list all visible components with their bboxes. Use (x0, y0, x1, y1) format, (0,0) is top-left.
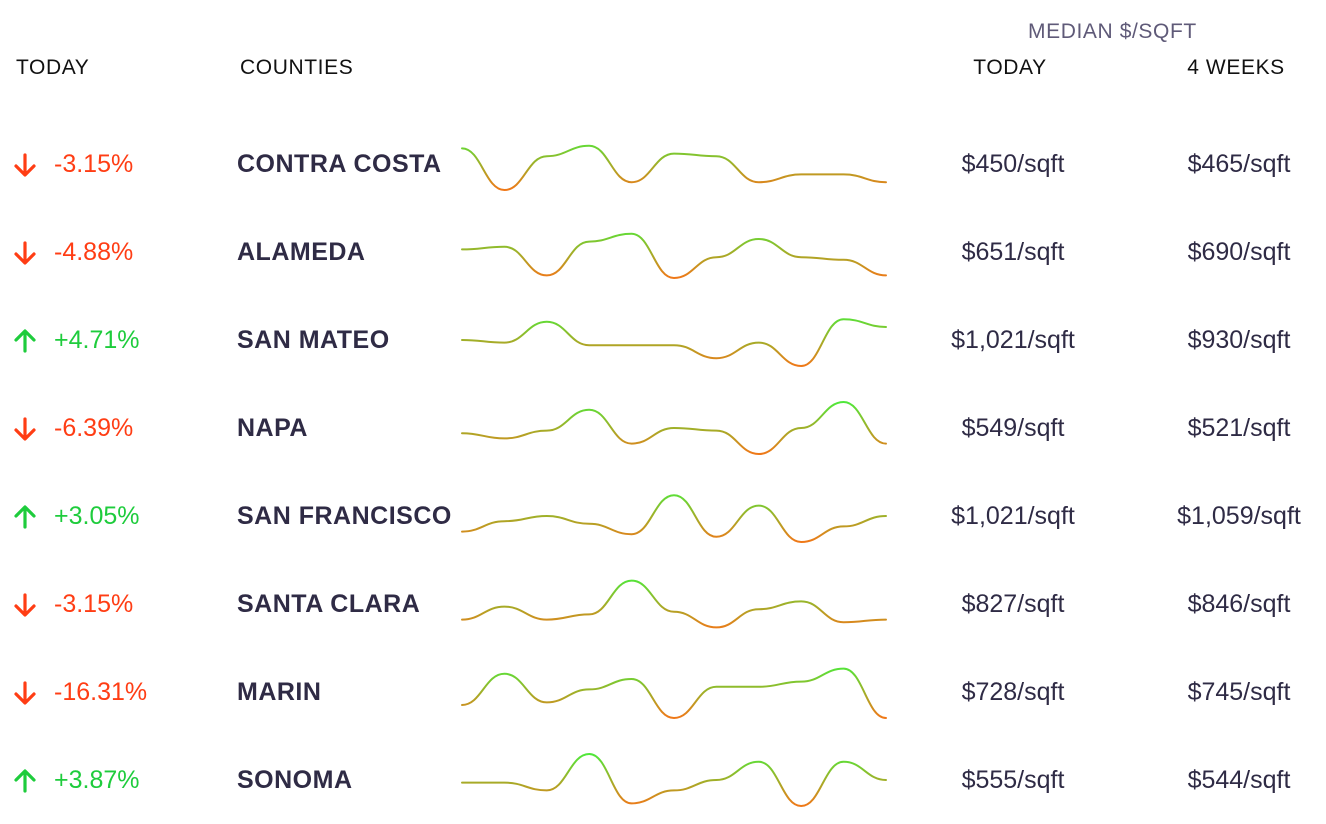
change-percent: -4.88% (54, 238, 134, 266)
price-4weeks: $544/sqft (1187, 766, 1291, 794)
arrow-down-icon (14, 417, 36, 441)
county-name[interactable]: NAPA (237, 414, 308, 442)
change-percent: -3.15% (54, 150, 134, 178)
county-name[interactable]: ALAMEDA (237, 238, 366, 266)
county-name[interactable]: SAN MATEO (237, 326, 390, 354)
arrow-up-icon (14, 505, 36, 529)
price-today: $555/sqft (961, 766, 1065, 794)
county-row[interactable]: -3.15% SANTA CLARA $827/sqft $846/sqft (0, 560, 1326, 648)
change-percent: -16.31% (54, 678, 148, 706)
price-sparkline (461, 579, 887, 629)
column-group-header: MEDIAN $/SQFT (1028, 20, 1197, 43)
price-sparkline (461, 400, 887, 456)
price-4weeks: $745/sqft (1187, 678, 1291, 706)
column-header-counties: COUNTIES (240, 56, 354, 79)
county-row[interactable]: -16.31% MARIN $728/sqft $745/sqft (0, 648, 1326, 736)
column-header-today-change: TODAY (16, 56, 90, 79)
price-4weeks: $690/sqft (1187, 238, 1291, 266)
price-sparkline (461, 667, 887, 720)
county-name[interactable]: CONTRA COSTA (237, 150, 442, 178)
column-header-price-today: TODAY (973, 56, 1047, 79)
arrow-down-icon (14, 241, 36, 265)
price-4weeks: $930/sqft (1187, 326, 1291, 354)
county-row[interactable]: +4.71% SAN MATEO $1,021/sqft $930/sqft (0, 296, 1326, 384)
change-percent: +3.05% (54, 502, 140, 530)
county-row[interactable]: +3.05% SAN FRANCISCO $1,021/sqft $1,059/sqf… (0, 472, 1326, 560)
county-row[interactable]: -6.39% NAPA $549/sqft $521/sqft (0, 384, 1326, 472)
column-header-price-4weeks: 4 WEEKS (1187, 56, 1285, 79)
price-sparkline (461, 144, 887, 192)
price-today: $450/sqft (961, 150, 1065, 178)
price-today: $651/sqft (961, 238, 1065, 266)
price-today: $728/sqft (961, 678, 1065, 706)
sparkline-series (461, 494, 887, 544)
price-today: $827/sqft (961, 590, 1065, 618)
price-4weeks: $846/sqft (1187, 590, 1291, 618)
price-today: $1,021/sqft (951, 502, 1075, 530)
arrow-down-icon (14, 681, 36, 705)
price-today: $549/sqft (961, 414, 1065, 442)
change-percent: +4.71% (54, 326, 140, 354)
arrow-up-icon (14, 769, 36, 793)
county-name[interactable]: SAN FRANCISCO (237, 502, 452, 530)
county-name[interactable]: MARIN (237, 678, 322, 706)
county-row[interactable]: -4.88% ALAMEDA $651/sqft $690/sqft (0, 208, 1326, 296)
sparkline-series (461, 667, 887, 720)
change-percent: -3.15% (54, 590, 134, 618)
county-row[interactable]: -3.15% CONTRA COSTA $450/sqft $465/sqft (0, 120, 1326, 208)
sparkline-series (461, 144, 887, 192)
arrow-down-icon (14, 593, 36, 617)
price-today: $1,021/sqft (951, 326, 1075, 354)
county-name[interactable]: SANTA CLARA (237, 590, 421, 618)
price-sparkline (461, 232, 887, 280)
sparkline-series (461, 232, 887, 280)
sparkline-series (461, 400, 887, 456)
county-row[interactable]: +3.87% SONOMA $555/sqft $544/sqft (0, 736, 1326, 824)
change-percent: +3.87% (54, 766, 140, 794)
price-4weeks: $1,059/sqft (1177, 502, 1301, 530)
sparkline-series (461, 752, 887, 808)
price-4weeks: $521/sqft (1187, 414, 1291, 442)
sparkline-series (461, 579, 887, 629)
price-4weeks: $465/sqft (1187, 150, 1291, 178)
price-sparkline (461, 318, 887, 368)
price-sparkline (461, 494, 887, 544)
change-percent: -6.39% (54, 414, 134, 442)
county-name[interactable]: SONOMA (237, 766, 353, 794)
arrow-up-icon (14, 329, 36, 353)
arrow-down-icon (14, 153, 36, 177)
price-sparkline (461, 752, 887, 808)
sparkline-series (461, 318, 887, 368)
